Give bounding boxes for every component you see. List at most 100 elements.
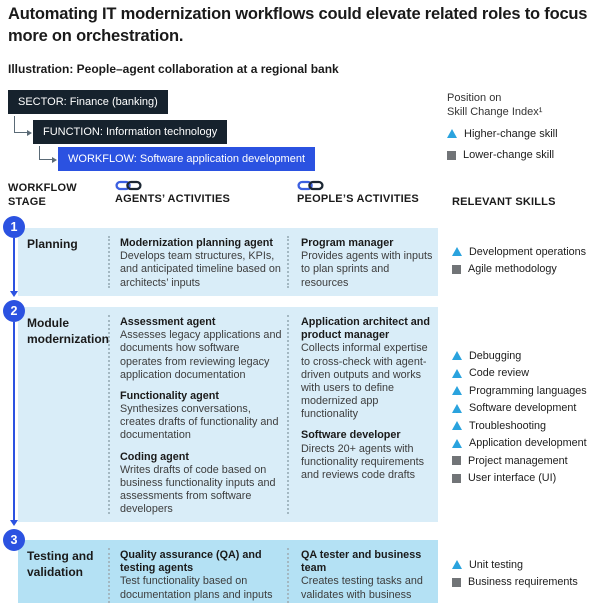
skill-item: Development operations <box>452 243 586 261</box>
activity-desc: Synthesizes conversations, creates draft… <box>120 403 279 442</box>
dotted-divider <box>108 315 110 514</box>
agents-activities-cell: Assessment agent Assesses legacy applica… <box>120 316 282 516</box>
legend-heading-line1: Position on <box>447 92 502 104</box>
sector-box: SECTOR: Finance (banking) <box>8 90 168 114</box>
square-icon <box>452 264 461 274</box>
legend-item-lower: Lower-change skill <box>447 148 558 162</box>
activity-desc: Collects informal expertise to cross-che… <box>301 342 428 421</box>
legend-label: Lower-change skill <box>463 148 555 161</box>
connector-line <box>14 116 27 133</box>
stage-row-testing-validation: Testing and validation Quality assurance… <box>18 540 438 603</box>
skill-item: Business requirements <box>452 574 578 592</box>
activity-title: Coding agent <box>120 450 189 463</box>
legend-label: Higher-change skill <box>464 127 558 140</box>
skill-label: User interface (UI) <box>468 472 557 485</box>
flow-line <box>13 238 15 291</box>
activity-entry: Modernization planning agent Develops te… <box>120 237 282 290</box>
skill-label: Application development <box>469 437 587 450</box>
triangle-icon <box>452 351 462 361</box>
activity-title: QA tester and business team <box>301 549 422 575</box>
triangle-icon <box>452 438 462 448</box>
agents-activities-cell: Modernization planning agent Develops te… <box>120 237 282 290</box>
page-title: Automating IT modernization workflows co… <box>8 5 588 45</box>
activity-title: Modernization planning agent <box>120 237 273 249</box>
flow-line <box>13 322 15 520</box>
skill-item: Application development <box>452 435 587 453</box>
arrow-down-icon <box>10 291 18 297</box>
square-icon <box>452 473 461 483</box>
triangle-icon <box>452 247 462 257</box>
column-header-label: PEOPLE’S ACTIVITIES <box>297 193 419 205</box>
skill-item: Software development <box>452 400 587 418</box>
skill-item: Unit testing <box>452 556 578 574</box>
skill-item: Project management <box>452 452 587 470</box>
skill-label: Programming languages <box>469 384 587 397</box>
illustration-label: Illustration: People–agent collaboration… <box>8 62 339 76</box>
agents-activities-cell: Quality assurance (QA) and testing agent… <box>120 549 282 603</box>
activity-entry: Quality assurance (QA) and testing agent… <box>120 549 282 603</box>
skill-label: Project management <box>468 454 568 467</box>
activity-desc: Writes drafts of code based on business … <box>120 463 276 516</box>
activity-desc: Assesses legacy applications and documen… <box>120 329 282 381</box>
dotted-divider <box>287 315 289 514</box>
activity-title: Application architect and product manage… <box>301 316 430 342</box>
column-header-label: AGENTS’ ACTIVITIES <box>115 193 231 205</box>
skill-label: Troubleshooting <box>469 419 547 432</box>
people-activities-cell: Program manager Provides agents with inp… <box>301 237 435 290</box>
arrow-right-icon <box>52 156 57 163</box>
triangle-icon <box>452 368 462 378</box>
function-box: FUNCTION: Information technology <box>33 120 228 144</box>
column-header-agents-activities: AGENTS’ ACTIVITIES <box>115 179 230 207</box>
connector-line <box>39 146 52 160</box>
square-icon <box>452 456 461 466</box>
stage-name: Module modernization <box>27 316 110 346</box>
skill-item: Code review <box>452 365 587 383</box>
relevant-skills-cell: Debugging Code review Programming langua… <box>452 347 587 487</box>
activity-title: Program manager <box>301 237 394 249</box>
triangle-icon <box>452 386 462 396</box>
stage-row-planning: Planning Modernization planning agent De… <box>18 228 438 296</box>
skill-change-legend: Position on Skill Change Index¹ Higher-c… <box>447 91 558 162</box>
triangle-icon <box>452 560 462 570</box>
activity-title: Functionality agent <box>120 389 219 402</box>
activity-desc: Test functionality based on documentatio… <box>120 575 273 603</box>
activity-title: Software developer <box>301 429 401 442</box>
dotted-divider <box>287 236 289 288</box>
skill-label: Business requirements <box>468 576 578 589</box>
stage-name: Testing and validation <box>27 549 94 579</box>
triangle-icon <box>452 421 462 431</box>
skill-item: Programming languages <box>452 382 587 400</box>
activity-entry: Program manager Provides agents with inp… <box>301 237 435 290</box>
stage-row-module-modernization: Module modernization Assessment agent As… <box>18 307 438 522</box>
activity-entry: Assessment agent Assesses legacy applica… <box>120 316 282 382</box>
skill-label: Agile methodology <box>468 263 557 276</box>
activity-title: Assessment agent <box>120 316 216 328</box>
arrow-down-icon <box>10 520 18 526</box>
relevant-skills-cell: Development operations Agile methodology <box>452 243 586 278</box>
arrow-right-icon <box>27 129 32 136</box>
skill-label: Unit testing <box>469 558 524 571</box>
chain-link-icon <box>115 180 142 191</box>
column-header-peoples-activities: PEOPLE’S ACTIVITIES <box>297 179 419 207</box>
activity-entry: QA tester and business team Creates test… <box>301 549 435 603</box>
square-icon <box>452 577 461 587</box>
activity-entry: Software developer Directs 20+ agents wi… <box>301 429 435 482</box>
activity-entry: Application architect and product manage… <box>301 316 435 421</box>
column-header-relevant-skills: RELEVANT SKILLS <box>452 196 556 208</box>
skill-item: Agile methodology <box>452 261 586 279</box>
workflow-box: WORKFLOW: Software application developme… <box>58 147 316 171</box>
stage-number-badge: 3 <box>3 529 25 551</box>
skill-item: Debugging <box>452 347 587 365</box>
activity-title: Quality assurance (QA) and testing agent… <box>120 549 262 575</box>
triangle-icon <box>447 129 457 139</box>
people-activities-cell: Application architect and product manage… <box>301 316 435 482</box>
people-activities-cell: QA tester and business team Creates test… <box>301 549 435 603</box>
dotted-divider <box>287 548 289 603</box>
legend-heading-line2: Skill Change Index¹ <box>447 106 543 119</box>
skill-label: Software development <box>469 402 577 415</box>
chain-link-icon <box>297 180 324 191</box>
activity-entry: Coding agent Writes drafts of code based… <box>120 451 282 517</box>
skill-item: Troubleshooting <box>452 417 587 435</box>
square-icon <box>447 150 456 160</box>
